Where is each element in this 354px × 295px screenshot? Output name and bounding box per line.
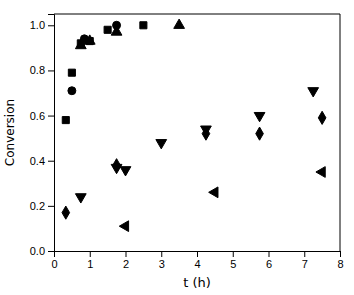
series <box>75 88 318 203</box>
x-axis-tick-label: 0 <box>51 258 57 270</box>
x-axis-tick-label: 5 <box>230 258 236 270</box>
x-axis-tick-mark <box>233 251 234 257</box>
series <box>62 22 147 124</box>
x-axis-tick-label: 8 <box>337 258 343 270</box>
x-axis-tick-label: 3 <box>159 258 165 270</box>
point <box>68 87 76 95</box>
y-axis-tick: 0.0 <box>30 245 54 257</box>
x-axis-tick-mark <box>340 251 341 257</box>
y-axis-tick-mark <box>48 161 54 162</box>
point <box>113 21 121 29</box>
x-axis-tick-mark <box>197 251 198 257</box>
x-axis-tick-mark <box>304 251 305 257</box>
y-axis-tick-label: 0.0 <box>30 245 45 257</box>
x-axis-tick-label: 1 <box>87 258 93 270</box>
point <box>80 35 88 43</box>
y-axis-tick: 0.2 <box>30 200 54 212</box>
points <box>62 19 326 231</box>
x-axis-tick: 5 <box>230 251 236 270</box>
x-axis-line <box>55 252 341 258</box>
point <box>308 88 319 97</box>
y-axis-tick-label: 0.4 <box>30 155 45 167</box>
x-axis: 0 1 2 3 4 5 6 7 8 <box>51 251 343 270</box>
x-axis-tick-mark <box>269 251 270 257</box>
chart: 0 1 2 3 4 5 6 7 8 0.0 0.2 0.4 0.6 0.8 1.0 t (h) Conversi… <box>0 0 354 295</box>
y-axis-tick: 0.8 <box>30 64 54 76</box>
x-axis-tick-label: 4 <box>194 258 200 270</box>
point <box>202 127 210 140</box>
point <box>113 159 121 172</box>
y-axis-tick-label: 1.0 <box>30 19 45 31</box>
y-axis: 0.0 0.2 0.4 0.6 0.8 1.0 <box>30 15 55 258</box>
x-axis-tick: 0 <box>51 251 57 270</box>
point <box>174 19 185 28</box>
point <box>119 221 128 232</box>
y-axis-tick: 1.0 <box>30 19 54 31</box>
point <box>156 140 167 149</box>
point <box>254 112 265 121</box>
y-axis-tick-mark <box>48 70 54 71</box>
point <box>75 194 86 203</box>
point <box>104 26 111 33</box>
x-axis-tick-label: 6 <box>266 258 272 270</box>
x-axis-tick: 8 <box>337 251 343 270</box>
plot-frame-right <box>340 14 341 251</box>
y-axis-tick-mark <box>48 251 54 252</box>
point <box>62 117 69 124</box>
x-axis-tick: 7 <box>302 251 308 270</box>
series <box>119 167 325 232</box>
y-axis-tick-label: 0.8 <box>30 64 45 76</box>
y-axis-line <box>48 15 55 252</box>
series <box>68 21 121 94</box>
x-axis-tick-label: 2 <box>123 258 129 270</box>
point <box>256 127 264 140</box>
y-axis-title: Conversion <box>3 99 17 166</box>
plot-area: 0 1 2 3 4 5 6 7 8 0.0 0.2 0.4 0.6 0.8 1.0 <box>30 14 344 270</box>
x-axis-tick: 4 <box>194 251 200 270</box>
series <box>75 19 184 49</box>
point <box>62 206 70 219</box>
y-axis-tick-label: 0.2 <box>30 200 45 212</box>
x-axis-tick-mark <box>90 251 91 257</box>
x-axis-tick: 2 <box>123 251 129 270</box>
series <box>62 111 326 219</box>
x-axis-title: t (h) <box>183 275 211 290</box>
y-axis-tick-label: 0.6 <box>30 110 45 122</box>
x-axis-tick-mark <box>161 251 162 257</box>
point <box>318 111 326 124</box>
y-axis-tick-mark <box>48 25 54 26</box>
x-axis-tick: 6 <box>266 251 272 270</box>
point <box>316 167 325 178</box>
point <box>140 22 147 29</box>
point <box>209 187 218 198</box>
plot-frame-top <box>54 14 340 15</box>
x-axis-tick: 3 <box>159 251 165 270</box>
x-axis-tick-mark <box>126 251 127 257</box>
point <box>68 69 75 76</box>
point <box>120 167 131 176</box>
y-axis-tick-mark <box>48 206 54 207</box>
y-axis-tick: 0.6 <box>30 110 54 122</box>
y-axis-tick-mark <box>48 116 54 117</box>
x-axis-tick: 1 <box>87 251 93 270</box>
x-axis-tick-label: 7 <box>302 258 308 270</box>
y-axis-tick: 0.4 <box>30 155 54 167</box>
